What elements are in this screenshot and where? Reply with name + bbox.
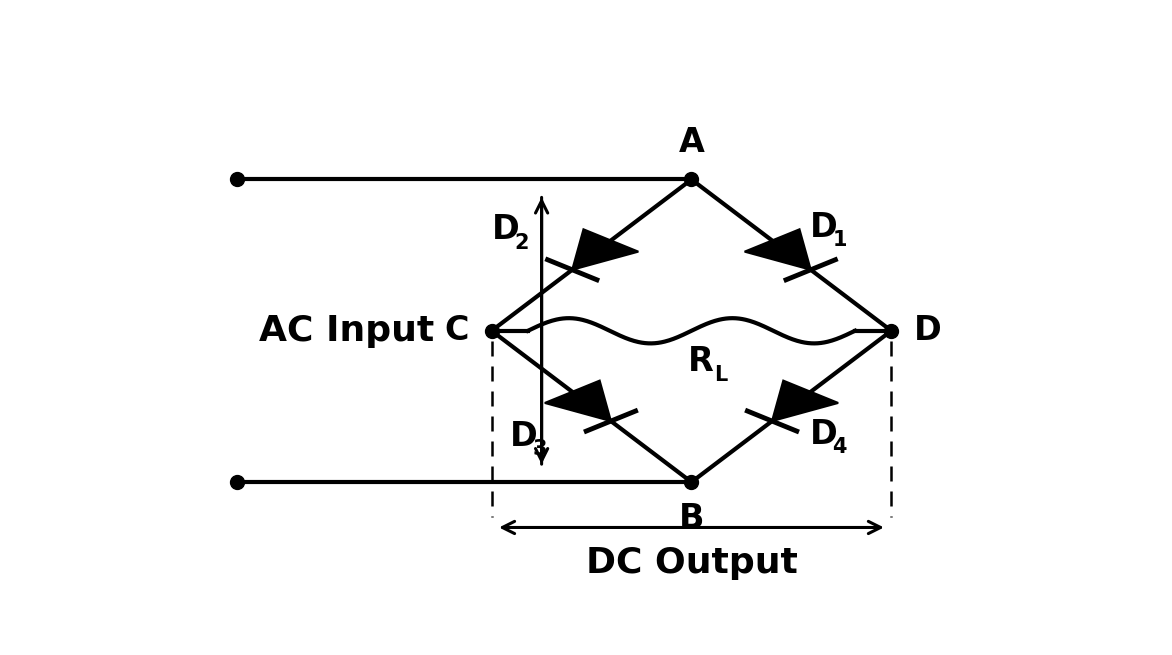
Point [227, 477, 246, 487]
Text: 1: 1 [832, 230, 846, 250]
Text: D: D [810, 418, 837, 451]
Point [227, 174, 246, 185]
Polygon shape [772, 381, 838, 421]
Point [483, 326, 502, 336]
Polygon shape [572, 229, 639, 270]
Text: 2: 2 [515, 233, 529, 253]
Text: D: D [914, 314, 942, 347]
Point [682, 174, 701, 185]
Point [682, 477, 701, 487]
Text: 3: 3 [532, 440, 547, 459]
Text: 4: 4 [832, 437, 846, 457]
Text: DC Output: DC Output [586, 546, 797, 580]
Text: D: D [810, 211, 837, 244]
Text: L: L [714, 365, 727, 385]
Text: D: D [510, 421, 538, 453]
Text: C: C [444, 314, 469, 347]
Point [881, 326, 900, 336]
Text: A: A [679, 126, 704, 159]
Polygon shape [744, 229, 811, 270]
Polygon shape [545, 381, 611, 421]
Text: B: B [679, 502, 704, 535]
Text: D: D [492, 214, 519, 246]
Text: R: R [688, 345, 714, 377]
Text: AC Input: AC Input [259, 314, 434, 348]
